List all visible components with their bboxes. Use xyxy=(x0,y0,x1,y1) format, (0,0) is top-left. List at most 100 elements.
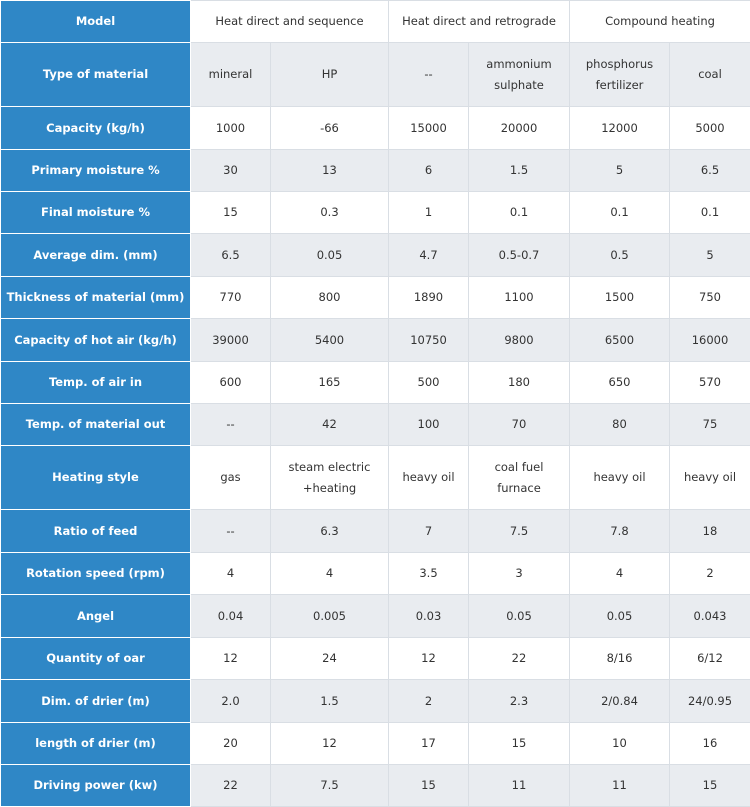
table-cell: 6500 xyxy=(570,319,670,362)
table-cell: heavy oil xyxy=(670,446,750,510)
table-cell: 7.8 xyxy=(570,510,670,553)
table-cell: 0.05 xyxy=(469,595,570,638)
table-cell: 11 xyxy=(570,765,670,807)
table-cell: 2 xyxy=(670,553,750,595)
table-cell: 6/12 xyxy=(670,638,750,680)
row-label: Average dim. (mm) xyxy=(1,234,191,277)
table-cell: gas xyxy=(191,446,271,510)
row-label: Temp. of air in xyxy=(1,362,191,404)
table-row: Heating style gas steam electric +heatin… xyxy=(1,446,750,510)
table-cell: 570 xyxy=(670,362,750,404)
table-cell: 15 xyxy=(469,723,570,765)
row-label: Final moisture % xyxy=(1,192,191,234)
table-cell: 1.5 xyxy=(271,680,389,723)
table-cell: -66 xyxy=(271,107,389,150)
table-cell: 6.5 xyxy=(670,150,750,192)
table-cell: 20000 xyxy=(469,107,570,150)
table-cell: 15 xyxy=(191,192,271,234)
table-cell: 0.5-0.7 xyxy=(469,234,570,277)
table-cell: 0.3 xyxy=(271,192,389,234)
row-label: Thickness of material (mm) xyxy=(1,277,191,319)
table-cell: 18 xyxy=(670,510,750,553)
table-cell: 3.5 xyxy=(389,553,469,595)
model-header-cell: Model xyxy=(1,1,191,43)
table-cell: 12 xyxy=(271,723,389,765)
row-label: Capacity of hot air (kg/h) xyxy=(1,319,191,362)
table-cell: 800 xyxy=(271,277,389,319)
table-row: Temp. of air in 600 165 500 180 650 570 xyxy=(1,362,750,404)
table-row: length of drier (m) 20 12 17 15 10 16 xyxy=(1,723,750,765)
table-cell: 1 xyxy=(389,192,469,234)
table-cell: -- xyxy=(191,510,271,553)
table-cell: 20 xyxy=(191,723,271,765)
table-cell: 100 xyxy=(389,404,469,446)
table-cell: 70 xyxy=(469,404,570,446)
table-row: Ratio of feed -- 6.3 7 7.5 7.8 18 xyxy=(1,510,750,553)
table-cell: 16 xyxy=(670,723,750,765)
row-label: Rotation speed (rpm) xyxy=(1,553,191,595)
table-row: Temp. of material out -- 42 100 70 80 75 xyxy=(1,404,750,446)
row-label: Capacity (kg/h) xyxy=(1,107,191,150)
table-cell: coal xyxy=(670,43,750,107)
table-cell: 22 xyxy=(191,765,271,807)
table-row: Capacity of hot air (kg/h) 39000 5400 10… xyxy=(1,319,750,362)
table-cell: 2.3 xyxy=(469,680,570,723)
table-cell: 4.7 xyxy=(389,234,469,277)
table-cell: 4 xyxy=(570,553,670,595)
table-cell: 75 xyxy=(670,404,750,446)
table-cell: -- xyxy=(191,404,271,446)
table-cell: 7.5 xyxy=(271,765,389,807)
table-cell: 9800 xyxy=(469,319,570,362)
table-cell: 12 xyxy=(389,638,469,680)
table-cell: 1500 xyxy=(570,277,670,319)
table-cell: -- xyxy=(389,43,469,107)
table-cell: 7 xyxy=(389,510,469,553)
row-label: Dim. of drier (m) xyxy=(1,680,191,723)
header-row: Model Heat direct and sequence Heat dire… xyxy=(1,1,750,43)
table-cell: 30 xyxy=(191,150,271,192)
table-cell: HP xyxy=(271,43,389,107)
table-cell: heavy oil xyxy=(570,446,670,510)
table-cell: 0.005 xyxy=(271,595,389,638)
group-header-heat-direct-sequence: Heat direct and sequence xyxy=(191,1,389,43)
table-row: Driving power (kw) 22 7.5 15 11 11 15 xyxy=(1,765,750,807)
table-cell: 500 xyxy=(389,362,469,404)
table-cell: 0.5 xyxy=(570,234,670,277)
table-cell: 0.05 xyxy=(570,595,670,638)
table-cell: 17 xyxy=(389,723,469,765)
table-cell: 10 xyxy=(570,723,670,765)
row-label: Driving power (kw) xyxy=(1,765,191,807)
table-cell: 180 xyxy=(469,362,570,404)
table-cell: 0.04 xyxy=(191,595,271,638)
table-cell: 12 xyxy=(191,638,271,680)
table-cell: 22 xyxy=(469,638,570,680)
table-cell: coal fuel furnace xyxy=(469,446,570,510)
table-cell: mineral xyxy=(191,43,271,107)
table-cell: phosphorus fertilizer xyxy=(570,43,670,107)
table-cell: 770 xyxy=(191,277,271,319)
table-cell: steam electric +heating xyxy=(271,446,389,510)
table-row: Final moisture % 15 0.3 1 0.1 0.1 0.1 xyxy=(1,192,750,234)
table-row: Capacity (kg/h) 1000 -66 15000 20000 120… xyxy=(1,107,750,150)
table-cell: heavy oil xyxy=(389,446,469,510)
table-cell: 12000 xyxy=(570,107,670,150)
row-label: Type of material xyxy=(1,43,191,107)
table-cell: 24 xyxy=(271,638,389,680)
table-cell: 5 xyxy=(670,234,750,277)
table-cell: 10750 xyxy=(389,319,469,362)
table-cell: 3 xyxy=(469,553,570,595)
table-cell: 2/0.84 xyxy=(570,680,670,723)
table-row: Average dim. (mm) 6.5 0.05 4.7 0.5-0.7 0… xyxy=(1,234,750,277)
row-label: Heating style xyxy=(1,446,191,510)
table-cell: 5 xyxy=(570,150,670,192)
table-cell: 39000 xyxy=(191,319,271,362)
table-cell: 11 xyxy=(469,765,570,807)
table-row: Rotation speed (rpm) 4 4 3.5 3 4 2 xyxy=(1,553,750,595)
table-cell: 600 xyxy=(191,362,271,404)
table-cell: 4 xyxy=(271,553,389,595)
table-cell: 2 xyxy=(389,680,469,723)
table-cell: 750 xyxy=(670,277,750,319)
table-cell: 42 xyxy=(271,404,389,446)
table-row: Type of material mineral HP -- ammonium … xyxy=(1,43,750,107)
